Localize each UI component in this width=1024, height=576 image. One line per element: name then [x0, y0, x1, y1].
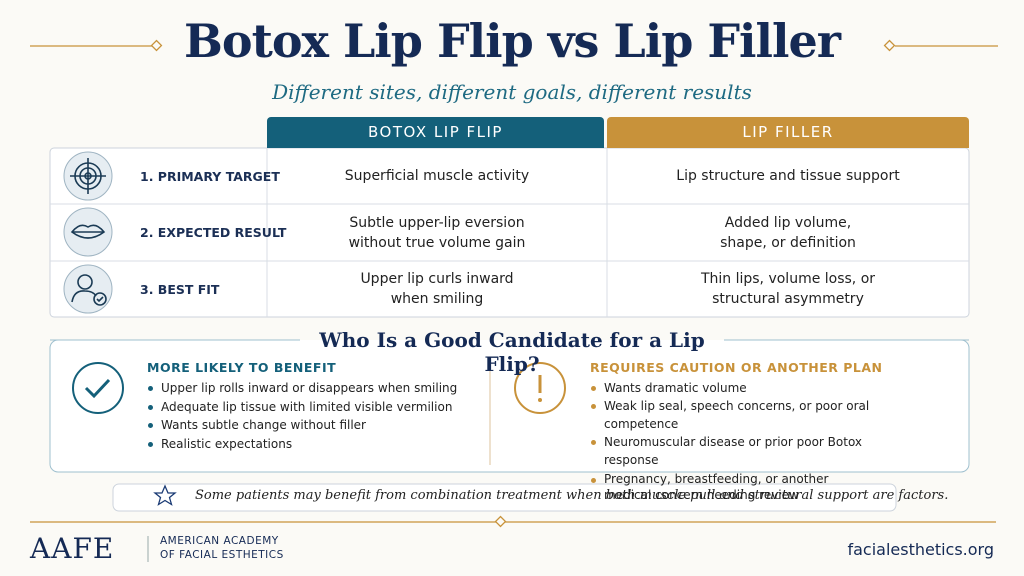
org-name: AMERICAN ACADEMY: [160, 535, 279, 547]
column-header: LIP FILLER: [607, 117, 969, 148]
list: Wants dramatic volume Weak lip seal, spe…: [590, 379, 920, 503]
cell: Subtle upper-lip eversion without true v…: [348, 214, 526, 251]
row-label: 2. EXPECTED RESULT: [140, 225, 287, 240]
website: facialesthetics.org: [847, 540, 994, 559]
cell: Superficial muscle activity: [344, 168, 530, 184]
list-item: Pregnancy, breastfeeding, or another med…: [590, 471, 874, 503]
list-item: Neuromuscular disease or prior poor Boto…: [590, 433, 920, 469]
logo: AAFE: [30, 532, 115, 565]
cell: Added lip volume, shape, or definition: [720, 214, 856, 251]
cell: Lip structure and tissue support: [676, 168, 900, 184]
list-item: Weak lip seal, speech concerns, or poor …: [590, 397, 920, 433]
list: Upper lip rolls inward or disappears whe…: [147, 379, 477, 453]
note: Some patients may benefit from combinati…: [195, 488, 949, 503]
list-item: Upper lip rolls inward or disappears whe…: [147, 379, 477, 398]
section-heading: MORE LIKELY TO BENEFIT: [147, 360, 337, 375]
section-heading: REQUIRES CAUTION OR ANOTHER PLAN: [590, 360, 883, 375]
section-title: Who Is a Good Candidate for a Lip Flip?: [319, 328, 705, 376]
cell: Thin lips, volume loss, or structural as…: [700, 271, 876, 307]
list-item: Adequate lip tissue with limited visible…: [147, 398, 477, 417]
list-item: Wants dramatic volume: [590, 379, 920, 397]
cell: Upper lip curls inward when smiling: [360, 271, 514, 307]
row-label: 1. PRIMARY TARGET: [140, 168, 280, 184]
subtitle: Different sites, different goals, differ…: [272, 80, 752, 104]
row-label: 3. BEST FIT: [140, 281, 220, 297]
column-header: BOTOX LIP FLIP: [267, 117, 604, 148]
list-item: Wants subtle change without filler: [147, 416, 477, 435]
list-item: Realistic expectations: [147, 435, 477, 454]
org-name: OF FACIAL ESTHETICS: [160, 549, 284, 561]
title: Botox Lip Flip vs Lip Filler: [184, 14, 841, 68]
